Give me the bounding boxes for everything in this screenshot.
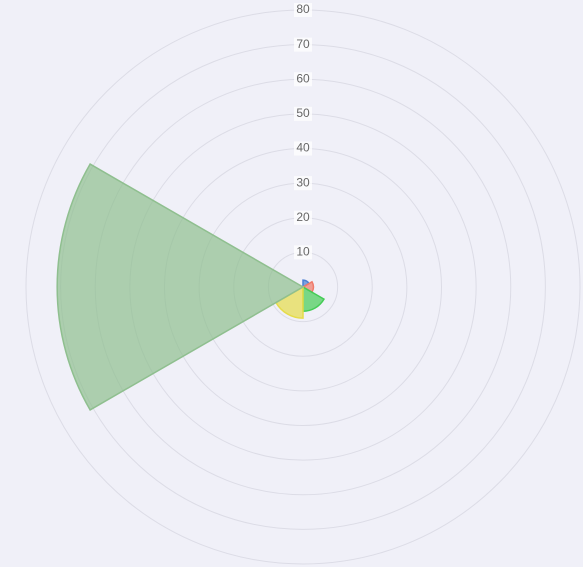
tick-backdrop — [294, 37, 312, 52]
polar-segment — [56, 163, 305, 411]
tick-backdrop — [294, 3, 312, 17]
tick-backdrop — [294, 72, 312, 87]
r-tick-label: 10 — [296, 245, 310, 259]
tick-backdrop — [294, 141, 312, 156]
r-tick-label: 60 — [296, 71, 310, 85]
r-tick-label: 20 — [296, 210, 310, 224]
r-tick-label: 50 — [296, 106, 310, 120]
tick-backdrop — [294, 210, 312, 225]
r-tick-label: 80 — [296, 2, 310, 16]
tick-backdrop — [294, 106, 312, 121]
r-tick-label: 30 — [296, 175, 310, 189]
tick-backdrop — [294, 176, 312, 191]
r-tick-label: 70 — [296, 37, 310, 51]
tick-backdrop — [294, 245, 312, 260]
r-tick-label: 40 — [296, 141, 310, 155]
